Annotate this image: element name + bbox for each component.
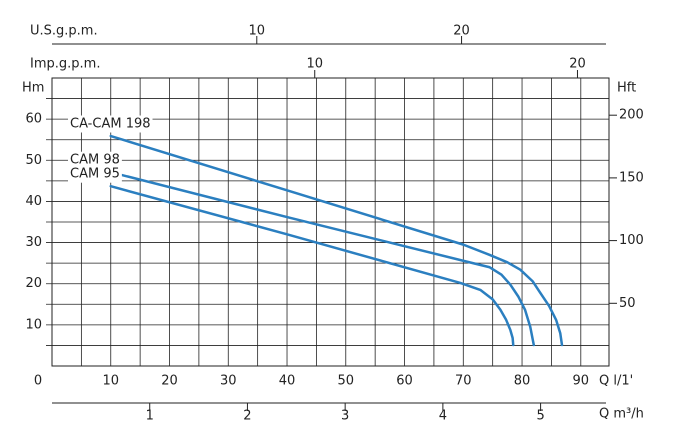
y2-tick-label: 150 <box>619 170 644 185</box>
y-tick-label: 20 <box>25 276 42 291</box>
y2-tick-label: 50 <box>619 296 636 311</box>
pump-curve <box>109 170 536 347</box>
x-tick-label: 70 <box>455 374 472 389</box>
extra-axis-tick-label: 10 <box>249 24 266 39</box>
extra-axis-tick-label: 5 <box>536 409 544 424</box>
y-tick-label: 10 <box>25 317 42 332</box>
x-tick-label: 60 <box>396 374 413 389</box>
x-tick-label: 30 <box>220 374 237 389</box>
y-tick-label: 40 <box>25 194 42 209</box>
extra-axis-tick-label: 3 <box>341 409 349 424</box>
series-label-bg <box>68 115 153 133</box>
series-label-bg <box>68 165 122 183</box>
y2-tick-label: 100 <box>619 233 644 248</box>
pump-curve <box>109 184 515 347</box>
extra-axis-tick-label: 10 <box>306 57 323 72</box>
x-tick-label: 10 <box>102 374 119 389</box>
x-axis-label: Q l/1' <box>599 374 633 389</box>
x-tick-label: 80 <box>514 374 531 389</box>
extra-axis-tick-label: 20 <box>569 57 586 72</box>
series-label: CAM 95 <box>70 167 120 182</box>
extra-axis-tick-label: 4 <box>439 409 447 424</box>
extra-axis-label: Q m³/h <box>599 407 644 422</box>
y2-tick-label: 200 <box>619 108 644 123</box>
x-tick-label: 0 <box>34 374 42 389</box>
series-label: CA-CAM 198 <box>70 117 151 132</box>
extra-axis-label: Imp.g.p.m. <box>30 57 100 72</box>
y-tick-label: 30 <box>25 235 42 250</box>
x-tick-label: 20 <box>161 374 178 389</box>
y-tick-label: 50 <box>25 153 42 168</box>
series-label: CAM 98 <box>70 153 120 168</box>
extra-axis-tick-label: 20 <box>453 24 470 39</box>
x-tick-label: 50 <box>338 374 355 389</box>
pump-curve <box>109 134 564 347</box>
extra-axis-tick-label: 1 <box>146 409 154 424</box>
extra-axis-label: U.S.g.p.m. <box>30 24 98 39</box>
series-label-bg <box>68 151 122 169</box>
plot-frame <box>51 77 610 367</box>
y-tick-label: 60 <box>25 112 42 127</box>
x-tick-label: 90 <box>573 374 590 389</box>
x-tick-label: 40 <box>279 374 296 389</box>
y-axis-label: Hm <box>22 81 44 96</box>
extra-axis-tick-label: 2 <box>243 409 251 424</box>
y2-axis-label: Hft <box>617 81 636 96</box>
